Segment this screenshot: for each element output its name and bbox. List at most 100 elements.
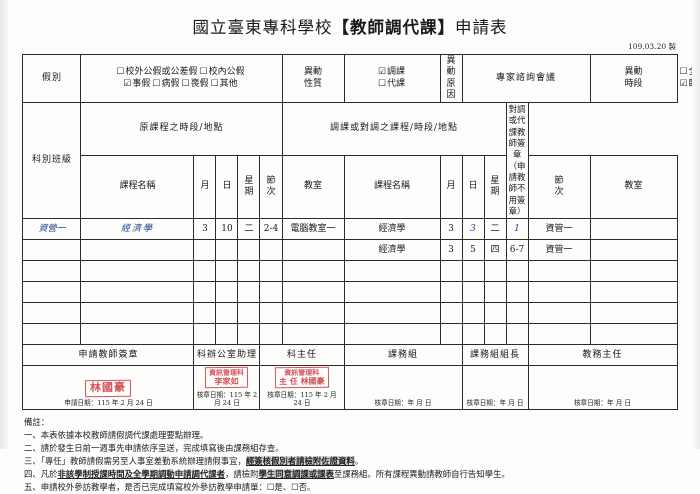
cell-swap-weekday[interactable] (483, 260, 507, 283)
cell-swap-room[interactable] (527, 281, 591, 304)
cell-swap-month[interactable] (439, 281, 463, 304)
cell-swap-course[interactable]: 經濟學 (343, 239, 441, 262)
checkbox-option-2[interactable]: ☑事假 (123, 78, 151, 89)
table-row[interactable] (22, 260, 678, 283)
table-row[interactable]: 經濟學 3 5 四 6-7 資管一 (22, 239, 678, 262)
cell-swap-day[interactable] (461, 281, 485, 304)
cell-orig-period[interactable] (259, 260, 283, 283)
cell-class[interactable] (22, 260, 82, 283)
leave-options[interactable]: ☐校外公假或公差假 ☐校內公假 ☑事假 ☐病假 ☐喪假 ☐其他 (80, 54, 283, 103)
cell-swap-period[interactable] (505, 281, 529, 304)
cell-orig-period[interactable] (259, 239, 283, 262)
cell-orig-period[interactable] (259, 281, 283, 304)
cell-orig-month[interactable] (193, 323, 217, 346)
cell-swap-room[interactable]: 資管一 (527, 218, 591, 241)
cell-swap-month[interactable]: 3 (439, 218, 463, 241)
sign-cell-applicant[interactable]: 林國豪 申請日期：115 年 2 月 24 日 (22, 365, 195, 411)
cell-swap-room[interactable] (527, 323, 591, 346)
cell-orig-course[interactable] (80, 323, 195, 346)
cell-swap-period[interactable]: 1 (505, 218, 529, 241)
cell-class[interactable] (22, 281, 82, 304)
cell-swap-weekday[interactable]: 四 (483, 239, 507, 262)
cell-orig-weekday[interactable] (237, 239, 261, 262)
cell-class[interactable] (22, 302, 82, 325)
cell-orig-period[interactable]: 2-4 (259, 218, 283, 241)
cell-swap-day[interactable] (461, 302, 485, 325)
cell-swap-period[interactable] (505, 302, 529, 325)
sign-cell-office-assistant[interactable]: 資訊管理科 李家如 核章日期：115 年 2 月 24 日 (193, 365, 261, 411)
cell-swap-day[interactable] (461, 260, 485, 283)
checkbox-option-3[interactable]: ☐病假 (152, 78, 180, 89)
cell-swap-period[interactable] (505, 323, 529, 346)
cell-swap-weekday[interactable] (483, 323, 507, 346)
cell-orig-room[interactable] (281, 302, 345, 325)
cell-swap-course[interactable] (343, 323, 441, 346)
checkbox-option-5[interactable]: ☐其他 (210, 78, 238, 89)
cell-orig-day[interactable] (215, 281, 239, 304)
cell-swap-weekday[interactable] (483, 281, 507, 304)
change-type-options[interactable]: ☑調課 ☐代課 (343, 54, 441, 103)
checkbox-change-1[interactable]: ☐代課 (377, 78, 406, 89)
cell-swap-course[interactable] (343, 260, 441, 283)
cell-swap-room[interactable]: 資管一 (527, 239, 591, 262)
cell-swap-month[interactable] (439, 302, 463, 325)
sign-cell-curriculum-section[interactable]: 核章日期：年 月 日 (343, 365, 463, 411)
cell-swap-weekday[interactable] (483, 302, 507, 325)
cell-swap-sign[interactable] (589, 218, 678, 241)
cell-orig-day[interactable]: 10 (215, 218, 239, 241)
cell-swap-period[interactable] (505, 260, 529, 283)
cell-orig-weekday[interactable] (237, 281, 261, 304)
checkbox-change-0[interactable]: ☑調課 (377, 67, 406, 78)
cell-orig-room[interactable] (281, 239, 345, 262)
cell-swap-day[interactable] (461, 323, 485, 346)
cell-swap-period[interactable]: 6-7 (505, 239, 529, 262)
cell-orig-month[interactable] (193, 260, 217, 283)
sign-cell-curriculum-chief[interactable]: 核章日期：年 月 日 (461, 365, 529, 411)
cell-orig-day[interactable] (215, 302, 239, 325)
cell-swap-month[interactable]: 3 (439, 239, 463, 262)
cell-orig-day[interactable] (215, 323, 239, 346)
table-row[interactable] (22, 323, 678, 346)
cell-swap-day[interactable]: 5 (461, 239, 485, 262)
cell-orig-month[interactable] (193, 302, 217, 325)
cell-orig-month[interactable]: 3 (193, 218, 217, 241)
checkbox-visit-no[interactable]: ☐否 (291, 482, 308, 493)
cell-class[interactable] (22, 239, 82, 262)
cell-swap-course[interactable]: 經濟學 (343, 218, 441, 241)
cell-orig-day[interactable] (215, 260, 239, 283)
cell-orig-course[interactable] (80, 239, 195, 262)
cell-orig-day[interactable] (215, 239, 239, 262)
cell-orig-weekday[interactable] (237, 302, 261, 325)
cell-swap-room[interactable] (527, 260, 591, 283)
table-row[interactable] (22, 302, 678, 325)
cell-swap-month[interactable] (439, 260, 463, 283)
cell-orig-month[interactable] (193, 239, 217, 262)
cell-swap-sign[interactable] (589, 302, 678, 325)
cell-orig-room[interactable] (281, 260, 345, 283)
cell-orig-room[interactable] (281, 281, 345, 304)
cell-swap-sign[interactable] (589, 281, 678, 304)
cell-orig-weekday[interactable] (237, 323, 261, 346)
cell-orig-weekday[interactable]: 二 (237, 218, 261, 241)
cell-swap-day[interactable]: 3 (461, 218, 485, 241)
cell-orig-period[interactable] (259, 323, 283, 346)
table-row[interactable]: 資營一 經濟學 3 10 二 2-4 電腦教室一 經濟學 3 3 二 1 資管一 (22, 218, 678, 241)
checkbox-option-0[interactable]: ☐校外公假或公差假 (116, 67, 198, 78)
cell-swap-sign[interactable] (589, 239, 678, 262)
cell-swap-sign[interactable] (589, 260, 678, 283)
cell-orig-course[interactable] (80, 281, 195, 304)
checkbox-option-4[interactable]: ☐喪假 (181, 78, 209, 89)
cell-swap-weekday[interactable]: 二 (483, 218, 507, 241)
sign-cell-academic-dean[interactable]: 核章日期：年 月 日 (527, 365, 678, 411)
cell-orig-month[interactable] (193, 281, 217, 304)
cell-orig-room[interactable]: 電腦教室一 (281, 218, 345, 241)
cell-orig-course[interactable] (80, 260, 195, 283)
cell-orig-period[interactable] (259, 302, 283, 325)
cell-orig-room[interactable] (281, 323, 345, 346)
cell-swap-course[interactable] (343, 281, 441, 304)
table-row[interactable] (22, 281, 678, 304)
cell-swap-month[interactable] (439, 323, 463, 346)
checkbox-visit-yes[interactable]: ☐是 (266, 482, 283, 493)
cell-class[interactable]: 資營一 (22, 218, 82, 241)
cell-swap-room[interactable] (527, 302, 591, 325)
